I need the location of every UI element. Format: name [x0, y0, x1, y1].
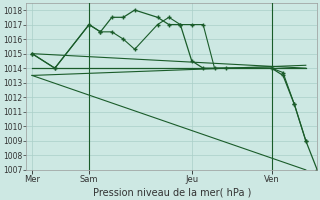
- X-axis label: Pression niveau de la mer( hPa ): Pression niveau de la mer( hPa ): [92, 187, 251, 197]
